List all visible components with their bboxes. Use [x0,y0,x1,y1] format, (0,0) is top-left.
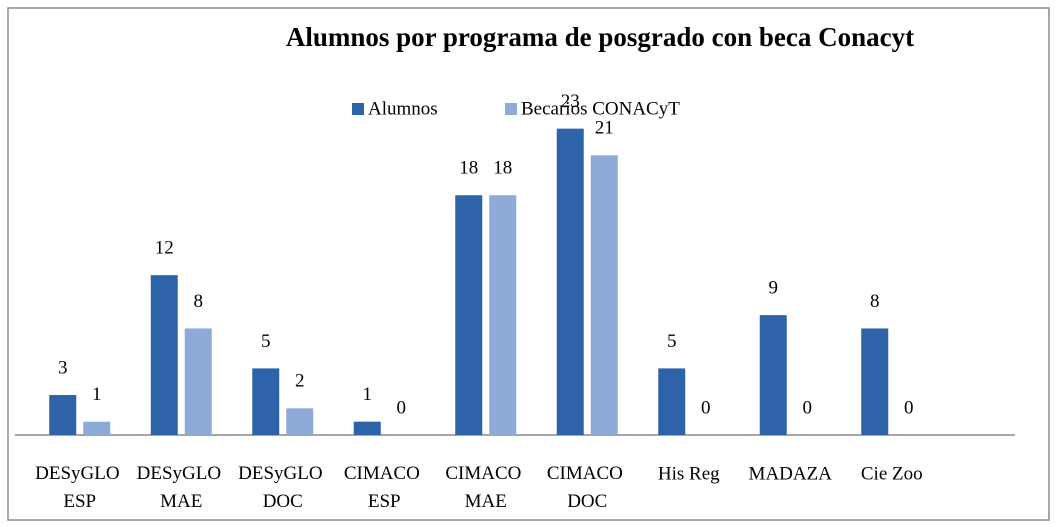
x-tick-label: CIMACO DOC [547,463,628,512]
data-label: 8 [870,291,880,312]
x-tick-label: DESyGLO MAE [137,463,226,512]
bar [590,155,618,435]
data-label: 1 [92,384,102,405]
data-label: 1 [363,384,373,405]
data-label: 2 [295,371,305,392]
data-label: 0 [397,397,407,418]
x-tick-label: Cie Zoo [861,463,923,484]
bar [658,368,686,435]
x-tick-label: DESyGLO DOC [238,463,327,512]
data-label: 12 [155,238,174,259]
data-label: 5 [261,331,271,352]
chart-frame [7,7,1050,521]
x-tick-label: His Reg [658,463,720,484]
bar [759,315,787,435]
legend-label: Becarios CONACyT [521,98,680,119]
bar [489,195,517,435]
data-label: 0 [803,397,813,418]
bar [252,368,280,435]
data-label: 18 [493,158,512,179]
x-tick-label: DESyGLO ESP [35,463,124,512]
bar [353,421,381,435]
bar [49,395,77,435]
data-label: 5 [667,331,677,352]
bar [150,275,178,435]
data-label: 3 [58,357,68,378]
data-label: 8 [194,291,204,312]
data-label: 0 [701,397,711,418]
bar [861,328,889,435]
data-label: 9 [769,277,779,298]
data-label: 0 [904,397,914,418]
bar [184,328,212,435]
x-tick-label: CIMACO MAE [445,463,526,512]
x-tick-label: MADAZA [749,463,833,484]
x-tick-label: CIMACO ESP [344,463,425,512]
bar [286,408,314,435]
data-label: 18 [459,158,478,179]
legend-label: Alumnos [368,98,438,119]
chart-title: Alumnos por programa de posgrado con bec… [286,22,914,52]
legend-swatch [352,103,364,115]
data-label: 23 [561,91,580,112]
bar [83,421,111,435]
data-label: 21 [595,118,614,139]
legend-swatch [505,103,517,115]
bar [455,195,483,435]
bar [556,128,584,435]
